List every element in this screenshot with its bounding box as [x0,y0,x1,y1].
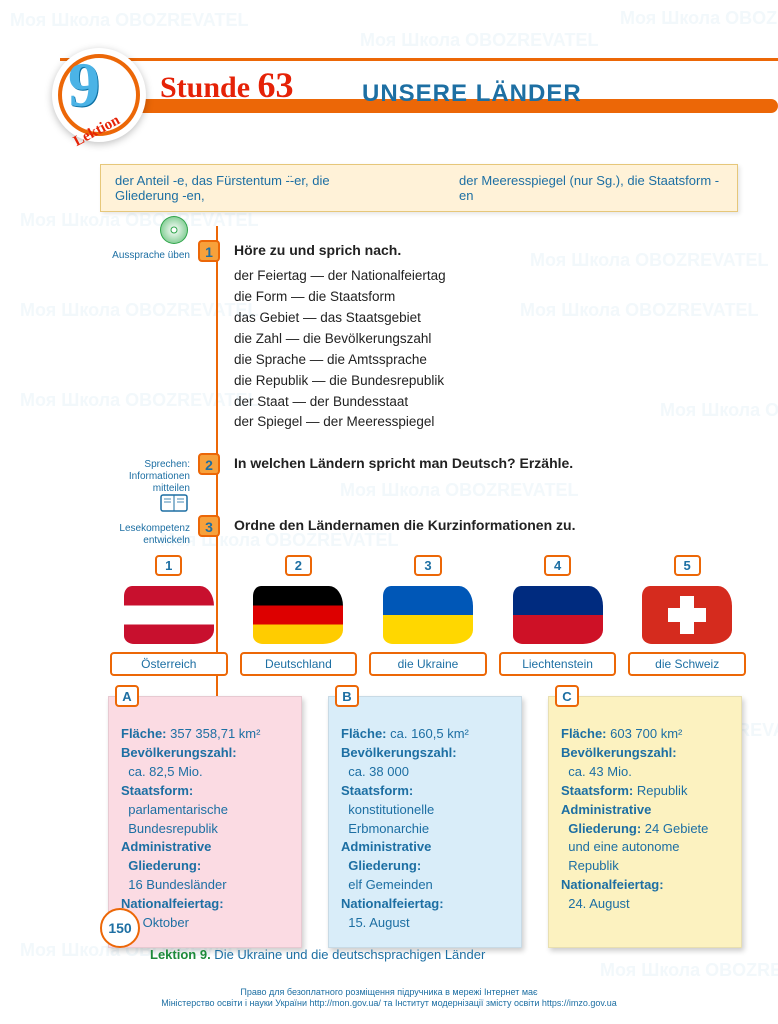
country-item: 1 Österreich [110,555,228,676]
exercise-1-title: Höre zu und sprich nach. [234,242,748,258]
book-icon [158,487,190,519]
lesson-header: Stunde 63 UNSERE LÄNDER 9 Lektion [0,0,778,150]
watermark: Моя Школа OBOZREVATEL [20,210,258,231]
country-tag: 2 [285,555,312,576]
stunde-word: Stunde [160,71,250,104]
footer-legal-line1: Право для безоплатного розміщення підруч… [0,987,778,999]
country-item: 5 die Schweiz [628,555,746,676]
info-card: AFläche: 357 358,71 km²Bevölkerungszahl:… [108,696,302,947]
exercise-3: 3 Lesekompetenz entwickeln Ordne den Län… [0,517,778,541]
info-card-letter: B [335,685,359,707]
vocab-left: der Anteil -e, das Fürstentum -̈-er, die… [115,173,379,203]
info-card-letter: C [555,685,579,707]
country-label: Liechtenstein [499,652,617,676]
country-item: 3 die Ukraine [369,555,487,676]
exercise-2-side: 2 Sprechen: Informationen mitteilen [0,455,218,479]
cd-icon [158,214,190,246]
exercise-3-side: 3 Lesekompetenz entwickeln [0,517,218,541]
country-label: Deutschland [240,652,358,676]
vocab-box: der Anteil -e, das Fürstentum -̈-er, die… [100,164,738,212]
footer-legal: Право для безоплатного розміщення підруч… [0,987,778,1010]
stunde-number: 63 [258,65,294,105]
info-card-body: Fläche: 603 700 km²Bevölkerungszahl: ca.… [561,725,729,913]
country-tag: 5 [674,555,701,576]
watermark: Моя Школа OBOZREVATEL [340,480,578,501]
footer-legal-line2: Міністерство освіти і науки України http… [0,998,778,1010]
country-flag-shape [124,586,214,644]
exercise-1-line: die Zahl — die Bevölkerungszahl [234,329,748,350]
exercise-3-number: 3 [198,515,220,537]
country-row: 1 Österreich 2 Deutschland 3 die Ukraine 4 Liec… [110,555,746,676]
country-item: 2 Deutschland [240,555,358,676]
lektion-number: 9 [68,48,100,122]
country-label: Österreich [110,652,228,676]
exercise-2-number: 2 [198,453,220,475]
exercise-2: 2 Sprechen: Informationen mitteilen In w… [0,455,778,479]
exercise-2-title: In welchen Ländern spricht man Deutsch? … [234,455,748,471]
header-rule-top [60,58,778,61]
exercise-1-line: die Republik — die Bundesrepublik [234,371,748,392]
country-flag-shape [642,586,732,644]
country-flag-shape [253,586,343,644]
exercise-1-line: das Gebiet — das Staatsgebiet [234,308,748,329]
country-flag-shape [513,586,603,644]
info-card: CFläche: 603 700 km²Bevölkerungszahl: ca… [548,696,742,947]
exercise-1: 1 Aussprache üben Höre zu und sprich nac… [0,242,778,433]
country-flag-shape [383,586,473,644]
info-card-body: Fläche: ca. 160,5 km²Bevölkerungszahl: c… [341,725,509,932]
exercise-1-body: der Feiertag — der Nationalfeiertagdie F… [234,266,748,433]
footer-lektion-bold: Lektion 9. [150,947,211,962]
country-tag: 3 [414,555,441,576]
country-label: die Ukraine [369,652,487,676]
footer-lektion-line: Lektion 9. Die Ukraine und die deutschsp… [150,947,485,962]
country-item: 4 Liechtenstein [499,555,617,676]
watermark: Моя Школа OBOZREVATEL [600,960,778,981]
footer-lektion-rest: Die Ukraine und die deutschsprachigen Lä… [211,947,486,962]
exercise-1-line: die Form — die Staatsform [234,287,748,308]
cards-row: AFläche: 357 358,71 km²Bevölkerungszahl:… [108,696,742,947]
exercise-1-line: der Staat — der Bundesstaat [234,392,748,413]
lektion-badge: 9 Lektion [52,48,146,142]
exercise-1-line: der Spiegel — der Meeresspiegel [234,412,748,433]
page-title: UNSERE LÄNDER [362,80,582,108]
exercise-1-sidelabel: Aussprache üben [100,250,190,262]
exercise-3-title: Ordne den Ländernamen die Kurzinformatio… [234,517,748,533]
country-tag: 4 [544,555,571,576]
exercise-1-number: 1 [198,240,220,262]
exercise-1-line: der Feiertag — der Nationalfeiertag [234,266,748,287]
exercise-3-sidelabel: Lesekompetenz entwickeln [100,523,190,547]
exercise-1-line: die Sprache — die Amtssprache [234,350,748,371]
info-card: BFläche: ca. 160,5 km²Bevölkerungszahl: … [328,696,522,947]
stunde-label: Stunde 63 [160,64,294,106]
info-card-body: Fläche: 357 358,71 km²Bevölkerungszahl: … [121,725,289,932]
info-card-letter: A [115,685,139,707]
exercise-1-side: 1 Aussprache üben [0,242,218,433]
page-number: 150 [100,908,140,948]
country-tag: 1 [155,555,182,576]
vocab-right: der Meeresspiegel (nur Sg.), die Staatsf… [459,173,723,203]
country-label: die Schweiz [628,652,746,676]
